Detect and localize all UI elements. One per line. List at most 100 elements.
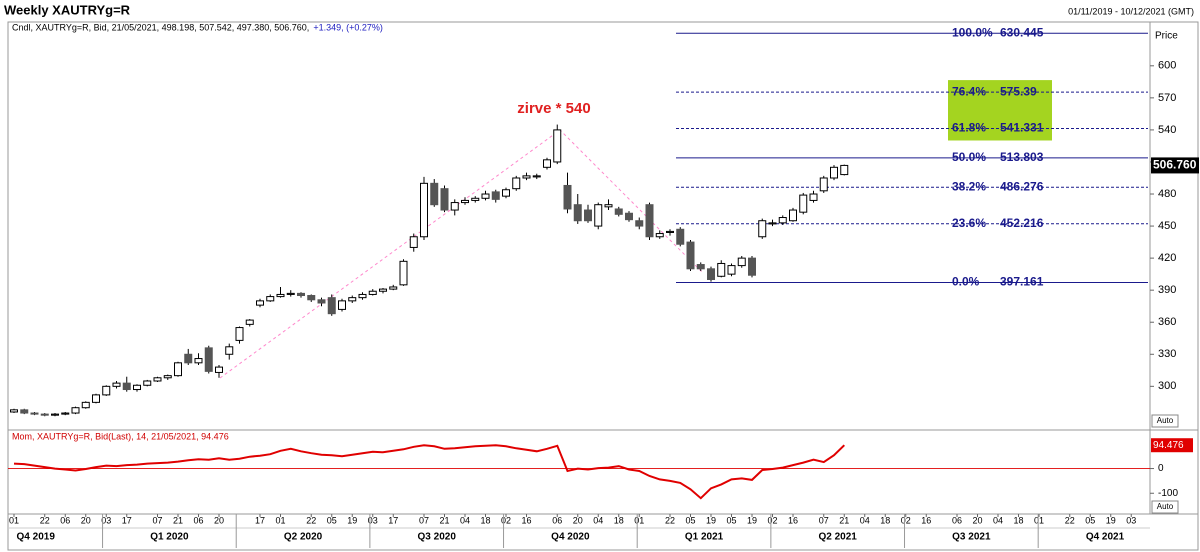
x-tick-label: 07 xyxy=(419,515,429,525)
y-tick-label: 540 xyxy=(1158,124,1176,136)
candle-body xyxy=(614,208,623,215)
y-tick-label: 600 xyxy=(1158,60,1176,72)
fib-level: 50.0% xyxy=(952,150,986,164)
info-change: +1.349, (+0.27%) xyxy=(313,22,383,32)
candle-body xyxy=(645,204,654,238)
y-tick-label: -100 xyxy=(1158,488,1178,499)
quarter-label: Q3 2020 xyxy=(418,532,457,543)
candle-body xyxy=(71,407,80,414)
y-tick-label: 480 xyxy=(1158,188,1176,200)
candle-body xyxy=(420,182,428,238)
candle-body xyxy=(430,182,439,206)
fib-level: 76.4% xyxy=(952,84,986,98)
x-tick-label: 20 xyxy=(81,515,91,525)
x-tick-label: 01 xyxy=(634,515,644,525)
y-tick-label: 330 xyxy=(1158,348,1176,360)
x-tick-label: 03 xyxy=(101,515,111,525)
candle-body xyxy=(245,319,254,325)
x-tick-label: 16 xyxy=(921,515,931,525)
candle-body xyxy=(153,377,162,382)
quarter-label: Q4 2019 xyxy=(17,532,56,543)
x-tick-label: 19 xyxy=(747,515,757,525)
last-price-label: 506.760 xyxy=(1153,158,1197,172)
candle-body xyxy=(276,293,285,298)
fib-value: 486.276 xyxy=(1000,179,1044,193)
chart-title: Weekly XAUTRYg=R xyxy=(4,2,131,17)
candle-body xyxy=(81,401,90,409)
annotation: zirve * 540 xyxy=(517,100,590,117)
x-tick-label: 16 xyxy=(521,515,531,525)
x-tick-label: 18 xyxy=(880,515,890,525)
fib-value: 397.161 xyxy=(1000,275,1044,289)
y-tick-label: 420 xyxy=(1158,252,1176,264)
auto-button[interactable] xyxy=(1151,414,1179,428)
auto-button[interactable] xyxy=(1151,500,1179,514)
quarter-label: Q4 2021 xyxy=(1086,532,1125,543)
y-tick-label: 360 xyxy=(1158,316,1176,328)
x-tick-label: 21 xyxy=(173,515,183,525)
x-tick-label: 22 xyxy=(1065,515,1075,525)
candle-body xyxy=(594,204,603,227)
last-price-tag xyxy=(1151,157,1199,174)
auto-label[interactable]: Auto xyxy=(1157,416,1174,425)
x-tick-label: 19 xyxy=(1106,515,1116,525)
x-tick-label: 21 xyxy=(839,515,849,525)
x-tick-label: 05 xyxy=(1085,515,1095,525)
y-tick-label: 390 xyxy=(1158,284,1176,296)
y-tick-label: 0 xyxy=(1158,463,1164,474)
candle-body xyxy=(225,346,234,355)
y-tick-label: 300 xyxy=(1158,380,1176,392)
candle-body xyxy=(184,353,193,364)
candle-body xyxy=(215,366,223,373)
candle-body xyxy=(758,220,767,238)
x-tick-label: 04 xyxy=(993,515,1003,525)
candle-body xyxy=(133,384,141,391)
x-tick-label: 06 xyxy=(193,515,203,525)
x-tick-label: 07 xyxy=(819,515,829,525)
x-tick-label: 06 xyxy=(952,515,962,525)
candle-body xyxy=(737,257,746,267)
quarter-label: Q1 2021 xyxy=(685,532,724,543)
candle-body xyxy=(307,295,316,301)
auto-label[interactable]: Auto xyxy=(1157,502,1174,511)
x-tick-label: 05 xyxy=(726,515,736,525)
candle-body xyxy=(707,268,715,280)
fib-value: 541.331 xyxy=(1000,121,1044,135)
candle-body xyxy=(235,327,244,341)
candle-body xyxy=(686,241,695,270)
candle-body xyxy=(840,164,849,176)
candle-body xyxy=(358,293,367,299)
y-axis-label: Price xyxy=(1155,31,1178,42)
candle-body xyxy=(450,202,459,211)
candle-body xyxy=(789,209,797,222)
candle-body xyxy=(604,204,613,208)
candle-body xyxy=(20,409,29,414)
candle-body xyxy=(327,297,336,315)
candle-body xyxy=(102,385,111,396)
candle-body xyxy=(399,260,408,286)
x-tick-label: 17 xyxy=(388,515,398,525)
x-tick-label: 19 xyxy=(706,515,716,525)
candle-body xyxy=(717,262,726,277)
quarter-label: Q3 2021 xyxy=(952,532,991,543)
candle-body xyxy=(830,166,838,179)
candle-body xyxy=(819,177,828,192)
candle-body xyxy=(481,193,490,199)
candle-body xyxy=(338,300,346,310)
x-tick-label: 02 xyxy=(901,515,911,525)
candle-body xyxy=(92,394,100,403)
y-tick-label: 570 xyxy=(1158,92,1176,104)
candle-body xyxy=(573,204,582,222)
candle-body xyxy=(543,159,551,168)
x-tick-label: 06 xyxy=(552,515,562,525)
momentum-info: Mom, XAUTRYg=R, Bid(Last), 14, 21/05/202… xyxy=(12,431,229,441)
fib-value: 630.445 xyxy=(1000,25,1044,39)
x-tick-label: 01 xyxy=(9,515,19,525)
candle-body xyxy=(461,199,469,204)
candle-body xyxy=(778,217,787,224)
x-tick-label: 02 xyxy=(767,515,777,525)
fib-level: 100.0% xyxy=(952,25,993,39)
x-tick-label: 22 xyxy=(665,515,675,525)
candle-body xyxy=(532,175,541,178)
